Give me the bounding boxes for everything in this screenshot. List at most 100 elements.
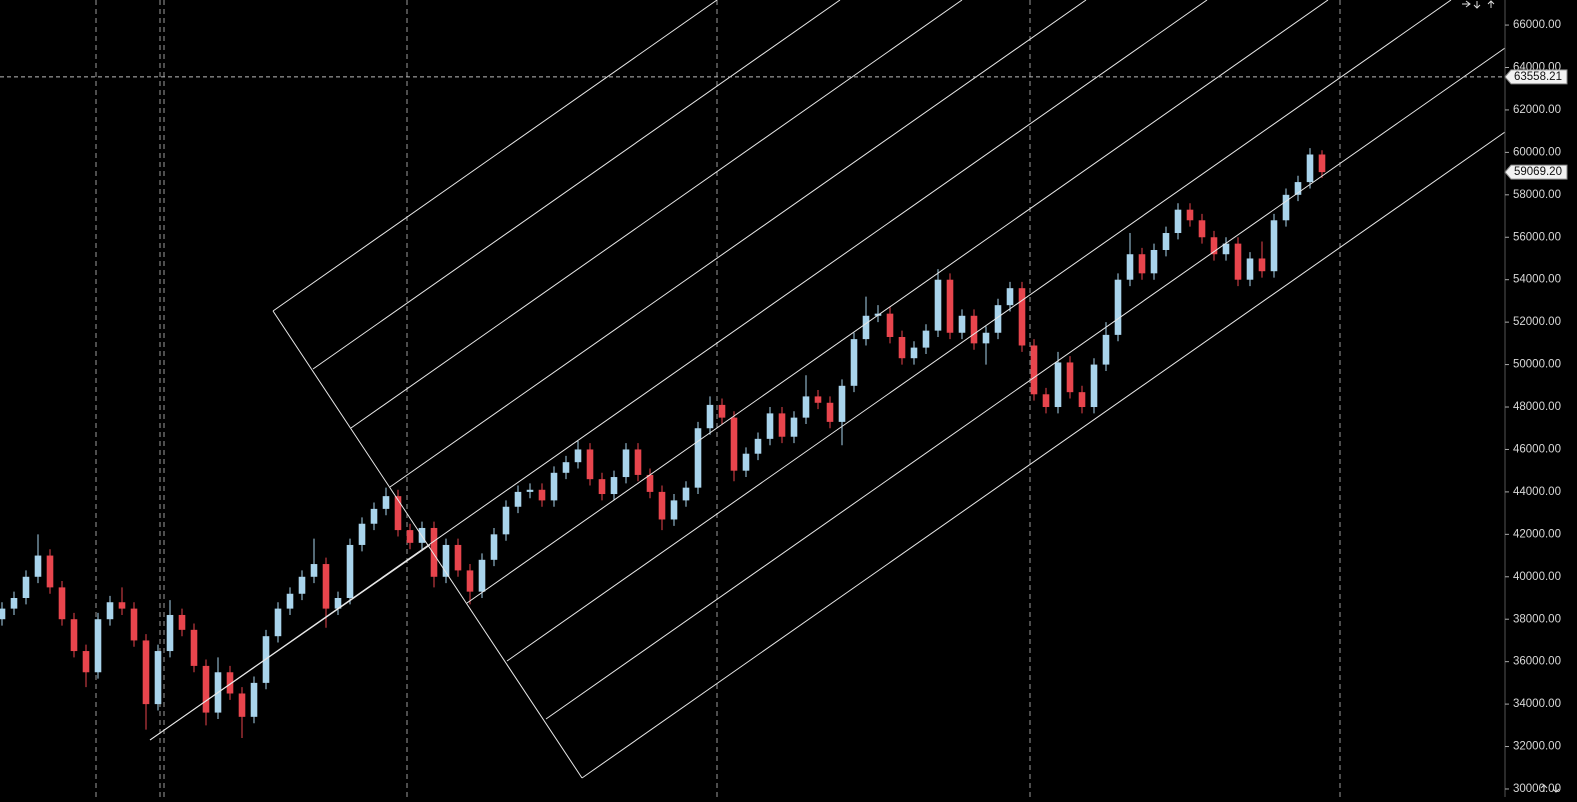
candle-body: [370, 508, 378, 524]
y-tick-label: 56000.00: [1513, 231, 1561, 243]
candle-body: [1006, 288, 1014, 306]
candle-body: [1294, 182, 1302, 195]
candle-body: [1186, 209, 1194, 221]
candle-body: [1150, 249, 1158, 274]
y-tick-label: 66000.00: [1513, 19, 1561, 31]
candle-body: [1138, 254, 1146, 274]
candle-body: [1090, 364, 1098, 408]
pitchfork-line: [350, 0, 963, 429]
candle-body: [478, 559, 486, 592]
y-tick-label: 44000.00: [1513, 486, 1561, 498]
candle-body: [10, 597, 18, 609]
candle-body: [106, 602, 114, 620]
candle-body: [910, 347, 918, 359]
candle-body: [886, 313, 894, 337]
candle-body: [406, 530, 414, 543]
candle-body: [310, 564, 318, 577]
candle-body: [1114, 279, 1122, 335]
candle-body: [778, 413, 786, 437]
candle-body: [1126, 254, 1134, 280]
pitchfork-handle: [149, 544, 431, 741]
candle-body: [1018, 288, 1026, 346]
candle-body: [1306, 154, 1314, 183]
candle-body: [550, 472, 558, 501]
candle-body: [790, 417, 798, 437]
candle-body: [382, 496, 390, 509]
candle-body: [562, 462, 570, 473]
candle-body: [838, 385, 846, 422]
candle-body: [154, 651, 162, 705]
candle-body: [934, 279, 942, 331]
pitchfork-line: [272, 0, 718, 312]
candle-body: [226, 672, 234, 694]
candle-body: [574, 449, 582, 463]
y-tick-label: 50000.00: [1513, 359, 1561, 371]
candle-body: [394, 496, 402, 531]
candle-body: [1030, 345, 1038, 395]
candle-body: [1258, 258, 1266, 272]
y-tick-label: 30000.00: [1513, 783, 1561, 795]
candle-body: [586, 449, 594, 480]
candle-body: [718, 404, 726, 418]
candle-body: [622, 449, 630, 478]
candle-body: [442, 544, 450, 577]
candle-body: [1210, 237, 1218, 255]
candle-body: [1198, 220, 1206, 238]
candle-body: [346, 544, 354, 598]
candle-body: [94, 619, 102, 673]
candle-body: [178, 614, 186, 630]
candle-body: [958, 315, 966, 333]
y-tick-label: 54000.00: [1513, 274, 1561, 286]
candle-body: [1162, 233, 1170, 250]
scroll-icons[interactable]: [1462, 0, 1495, 9]
candle-body: [706, 404, 714, 429]
candle-body: [274, 608, 282, 637]
candle-body: [1066, 362, 1074, 393]
candle-body: [694, 428, 702, 488]
pitchfork-line: [389, 0, 1087, 488]
candle-body: [946, 279, 954, 333]
nav-icons: [1462, 0, 1560, 793]
candle-body: [682, 487, 690, 501]
pitchfork-line: [506, 0, 1452, 662]
y-tick-label: 38000.00: [1513, 613, 1561, 625]
y-tick-label: 32000.00: [1513, 741, 1561, 753]
candle-body: [826, 402, 834, 422]
candle-body: [526, 489, 534, 492]
candle-body: [190, 629, 198, 666]
candle-body: [754, 438, 762, 454]
candle-body: [1282, 194, 1290, 221]
candle-body: [850, 339, 858, 386]
candle-body: [982, 332, 990, 344]
candle-body: [130, 608, 138, 641]
candle-body: [490, 534, 498, 560]
candle-body: [862, 315, 870, 340]
y-tick-label: 62000.00: [1513, 104, 1561, 116]
candle-body: [82, 651, 90, 673]
price-label-box: [1504, 164, 1568, 180]
candle-body: [430, 527, 438, 577]
candle-body: [670, 500, 678, 520]
candle-body: [814, 396, 822, 403]
candle-body: [0, 608, 6, 620]
candle-body: [202, 665, 210, 713]
candle-body: [58, 587, 66, 620]
y-tick-label: 60000.00: [1513, 146, 1561, 158]
candle-body: [730, 417, 738, 471]
candle-body: [1222, 243, 1230, 255]
candle-body: [502, 506, 510, 535]
candle-body: [514, 491, 522, 507]
candle-body: [538, 489, 546, 501]
candle-body: [46, 555, 54, 588]
candle-body: [634, 449, 642, 475]
candle-body: [298, 576, 306, 594]
zoom-icons[interactable]: [1540, 784, 1560, 793]
y-tick-label: 34000.00: [1513, 698, 1561, 710]
price-label-box: [1504, 69, 1568, 85]
price-label: 63558.21: [1514, 71, 1562, 83]
candle-body: [1246, 258, 1254, 280]
candle-body: [166, 614, 174, 652]
candle-body: [1174, 209, 1182, 234]
y-tick-label: 58000.00: [1513, 189, 1561, 201]
